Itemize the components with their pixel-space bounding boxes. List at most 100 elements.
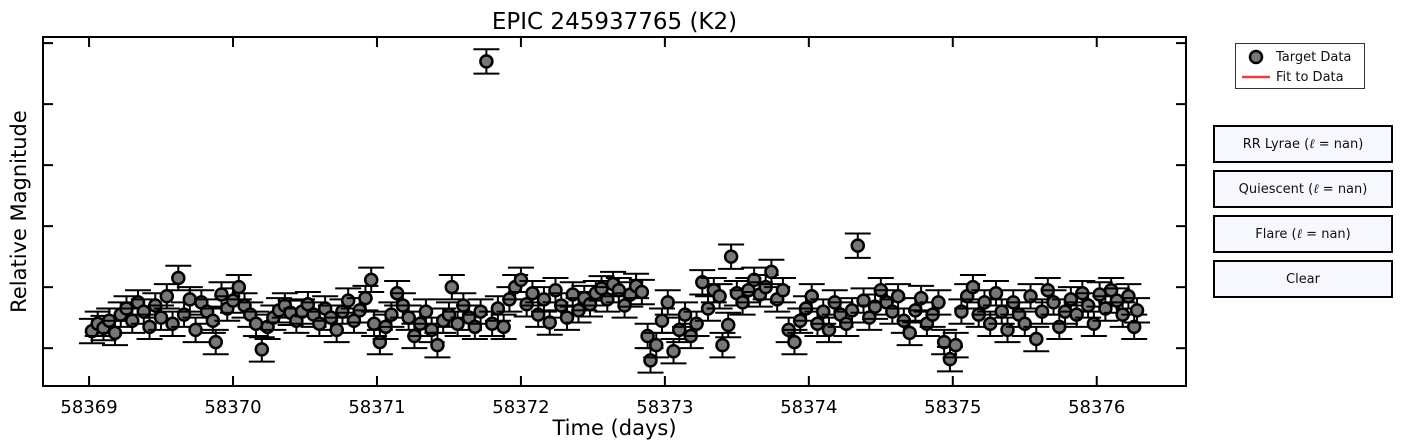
data-marker bbox=[525, 286, 540, 301]
data-marker bbox=[312, 316, 327, 332]
data-marker bbox=[329, 322, 344, 338]
data-marker bbox=[363, 272, 379, 288]
data-marker bbox=[988, 286, 1004, 301]
data-marker bbox=[723, 249, 739, 264]
x-tick-label: 58371 bbox=[348, 397, 405, 418]
marker-circle-icon bbox=[1236, 47, 1276, 67]
data-marker bbox=[384, 307, 399, 322]
flare-button[interactable]: Flare (ℓ = nan) bbox=[1213, 215, 1393, 253]
data-point bbox=[243, 310, 270, 337]
data-marker bbox=[965, 279, 981, 295]
data-marker bbox=[467, 319, 483, 335]
data-marker bbox=[787, 334, 802, 350]
data-point bbox=[718, 243, 745, 270]
data-marker bbox=[885, 304, 900, 319]
data-point bbox=[1023, 325, 1050, 353]
data-marker bbox=[1092, 287, 1107, 302]
data-marker bbox=[1000, 322, 1015, 338]
data-point bbox=[438, 273, 465, 301]
data-marker bbox=[125, 313, 140, 328]
data-marker bbox=[513, 272, 529, 288]
data-marker bbox=[1109, 293, 1125, 308]
data-marker bbox=[672, 322, 687, 338]
data-point bbox=[942, 331, 969, 359]
plot-frame bbox=[42, 36, 1187, 387]
data-marker bbox=[948, 337, 963, 353]
data-marker bbox=[775, 282, 791, 298]
legend-item-target: Target Data bbox=[1236, 47, 1351, 67]
data-point bbox=[925, 289, 952, 316]
data-point bbox=[908, 284, 935, 312]
data-marker bbox=[188, 322, 203, 338]
data-marker bbox=[600, 292, 615, 307]
data-point bbox=[628, 278, 655, 306]
data-marker bbox=[1029, 331, 1044, 347]
data-marker bbox=[913, 290, 929, 306]
clear-label: Clear bbox=[1286, 271, 1320, 287]
data-marker bbox=[654, 313, 670, 328]
data-marker bbox=[643, 353, 658, 368]
data-point bbox=[982, 280, 1009, 307]
data-point bbox=[165, 264, 192, 292]
data-marker bbox=[424, 322, 439, 338]
data-point bbox=[507, 266, 534, 294]
data-point bbox=[148, 304, 175, 331]
data-marker bbox=[844, 303, 860, 318]
data-marker bbox=[418, 304, 434, 319]
data-marker bbox=[1069, 307, 1084, 322]
data-marker bbox=[994, 304, 1009, 319]
data-marker bbox=[815, 304, 831, 319]
data-marker bbox=[1023, 289, 1038, 304]
legend-label-target: Target Data bbox=[1276, 49, 1352, 65]
data-marker bbox=[977, 295, 992, 310]
data-point bbox=[199, 307, 226, 334]
rr-lyrae-button[interactable]: RR Lyrae (ℓ = nan) bbox=[1213, 125, 1393, 163]
x-tick-label: 58373 bbox=[636, 397, 693, 418]
legend-item-fit: Fit to Data bbox=[1236, 67, 1344, 87]
data-marker bbox=[484, 316, 500, 332]
data-marker bbox=[1126, 319, 1142, 335]
data-marker bbox=[548, 282, 563, 298]
data-point bbox=[769, 277, 796, 304]
data-marker bbox=[712, 289, 727, 304]
data-marker bbox=[720, 317, 736, 333]
rr-lyrae-label: RR Lyrae (ℓ = nan) bbox=[1242, 137, 1364, 152]
x-tick-label: 58372 bbox=[492, 397, 549, 418]
data-point bbox=[412, 298, 439, 325]
data-marker bbox=[153, 310, 169, 325]
data-marker bbox=[366, 316, 382, 332]
chart-title: EPIC 245937765 (K2) bbox=[492, 9, 737, 35]
data-marker bbox=[430, 337, 445, 353]
data-point bbox=[473, 48, 500, 75]
data-marker bbox=[208, 334, 223, 350]
data-point bbox=[781, 328, 808, 356]
data-marker bbox=[666, 343, 681, 359]
data-marker bbox=[536, 292, 552, 307]
data-marker bbox=[1034, 304, 1050, 319]
data-marker bbox=[182, 292, 198, 307]
data-marker bbox=[165, 316, 180, 332]
clear-button[interactable]: Clear bbox=[1213, 260, 1393, 298]
data-point bbox=[553, 304, 580, 331]
data-marker bbox=[1063, 292, 1079, 307]
data-marker bbox=[902, 325, 917, 341]
data-marker bbox=[1017, 316, 1033, 332]
data-point bbox=[896, 319, 923, 347]
x-tick-label: 58374 bbox=[780, 397, 837, 418]
chart-legend: Target Data Fit to Data bbox=[1235, 43, 1365, 89]
data-marker bbox=[942, 351, 958, 367]
data-marker bbox=[214, 287, 229, 302]
quiescent-button[interactable]: Quiescent (ℓ = nan) bbox=[1213, 170, 1393, 208]
data-marker bbox=[689, 316, 704, 332]
data-marker bbox=[660, 295, 676, 310]
data-marker bbox=[107, 325, 123, 341]
data-marker bbox=[372, 334, 388, 350]
quiescent-label: Quiescent (ℓ = nan) bbox=[1238, 182, 1368, 197]
data-point bbox=[248, 336, 275, 363]
data-marker bbox=[559, 310, 575, 325]
data-marker bbox=[159, 289, 175, 304]
data-marker bbox=[1052, 319, 1067, 335]
data-marker bbox=[695, 275, 710, 290]
data-marker bbox=[890, 289, 906, 304]
